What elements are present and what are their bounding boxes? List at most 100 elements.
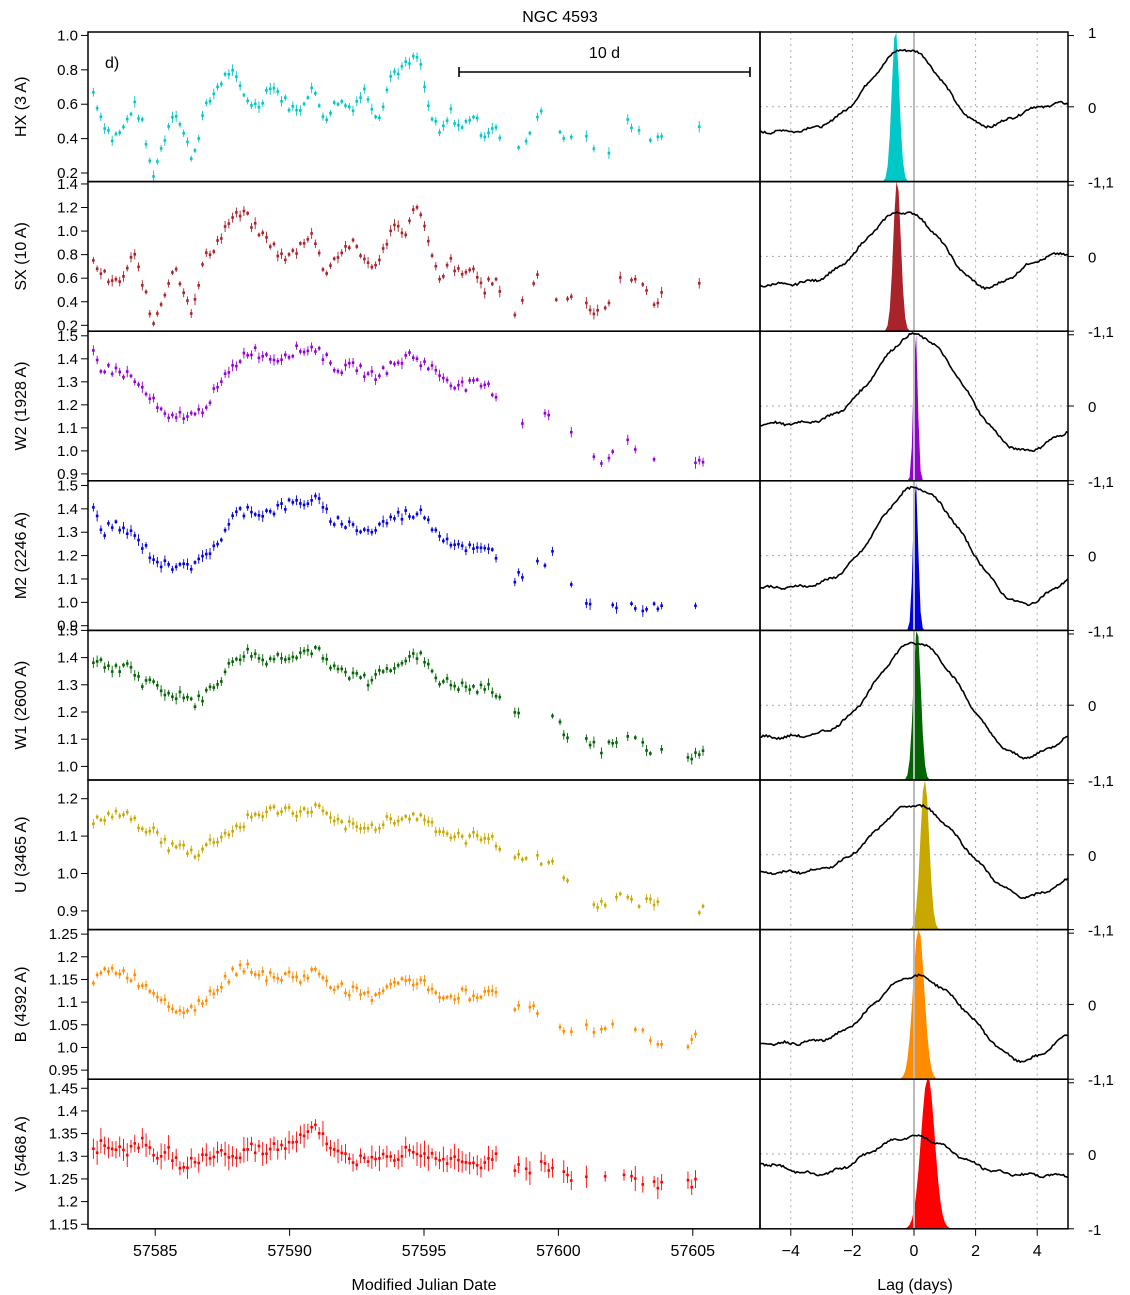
data-point [404,354,408,357]
data-point [442,275,445,278]
data-point [306,237,310,241]
data-point [317,104,321,107]
data-point [393,981,396,984]
data-point [411,652,415,655]
data-point [140,1136,144,1140]
data-point [283,508,287,511]
data-point [645,607,648,611]
data-point [332,257,336,260]
data-point [475,1163,479,1167]
data-point [464,842,468,845]
data-point [427,1156,430,1160]
data-point [442,680,445,683]
data-point [291,812,295,815]
data-point [396,664,400,667]
y-tick-label: 1.4 [57,351,78,368]
data-point [385,88,389,92]
y-tick-label: 1.15 [49,971,78,988]
data-point [193,855,197,859]
data-point [430,820,434,824]
y-tick-label: 0.8 [57,247,78,264]
data-point [603,1175,607,1178]
data-point [92,822,95,826]
data-point [92,1147,95,1151]
data-point [178,690,182,694]
data-point [385,372,389,375]
data-point [310,652,313,656]
data-point [562,1170,566,1173]
data-point [227,1156,231,1159]
data-point [99,272,103,275]
data-point [299,502,302,505]
data-point [656,607,660,611]
data-point [159,303,163,306]
data-point [265,979,268,982]
data-point [498,695,502,699]
data-point [344,526,347,529]
data-point [314,803,317,806]
data-point [159,147,163,150]
data-point [400,977,404,981]
data-point [359,96,362,99]
data-point [204,999,208,1003]
data-point [95,660,99,663]
data-point [415,982,419,986]
data-point [317,346,321,350]
data-point [415,657,419,660]
ccf-curve-4 [760,641,1069,760]
data-point [163,838,167,841]
data-point [186,1166,189,1170]
data-point [227,523,231,526]
data-point [393,667,396,670]
data-point [317,251,321,255]
data-point [182,132,185,135]
data-point [479,546,483,550]
data-point [363,257,366,261]
data-point [310,232,313,235]
data-point [302,974,306,978]
data-point [287,253,291,256]
data-point [197,137,201,140]
data-point [178,562,182,566]
data-point [558,720,562,724]
data-point [513,711,517,714]
data-point [419,813,423,817]
data-point [340,1151,344,1155]
data-point [442,996,445,1000]
data-point [129,374,133,378]
data-point [238,507,242,510]
data-point [283,96,287,99]
data-point [182,562,185,566]
data-point [317,647,321,650]
data-point [539,109,543,113]
data-point [156,160,159,163]
data-point [475,276,479,279]
data-point [536,115,539,119]
data-point [585,602,588,605]
data-point [460,987,464,991]
data-point [389,817,392,821]
data-point [299,810,302,813]
y-tick-label: 0.4 [57,131,78,148]
data-point [103,269,106,273]
data-point [494,694,498,698]
data-point [536,273,539,276]
data-point [633,607,637,610]
data-point [415,357,419,361]
data-point [174,845,178,849]
data-point [336,985,340,989]
data-point [408,219,411,223]
data-point [114,132,118,136]
data-point [524,1167,528,1171]
y-tick-label: 1.45 [49,1080,78,1097]
data-point [253,346,257,350]
data-point [404,233,408,237]
data-point [253,513,257,516]
data-point [140,118,144,121]
data-point [366,98,370,101]
data-point [400,517,404,521]
data-point [223,72,227,76]
data-point [163,1151,167,1154]
y-tick-label: 0.95 [49,1062,78,1079]
